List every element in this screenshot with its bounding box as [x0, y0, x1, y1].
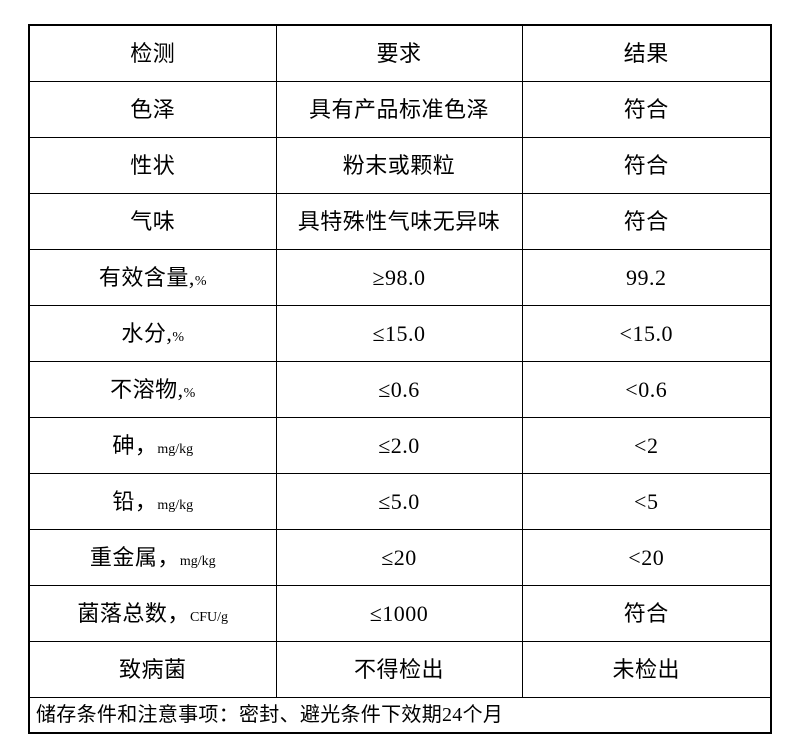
table-row: 重金属，mg/kg ≤20 <20 — [28, 529, 772, 586]
item-label: 性状 — [130, 152, 176, 178]
specification-table: 检测 要求 结果 色泽 具有产品标准色泽 符合 性状 粉末或颗粒 符合 气味 具… — [28, 24, 772, 734]
item-label: 菌落总数， — [77, 600, 190, 626]
cell-item: 致病菌 — [28, 641, 277, 698]
table-header-row: 检测 要求 结果 — [28, 24, 772, 82]
cell-result: 符合 — [521, 137, 772, 194]
table-row: 色泽 具有产品标准色泽 符合 — [28, 81, 772, 138]
cell-item: 色泽 — [28, 81, 277, 138]
item-unit: % — [172, 329, 185, 345]
item-label: 色泽 — [130, 96, 176, 122]
item-unit: % — [183, 385, 196, 401]
cell-result: <2 — [521, 417, 772, 474]
cell-requirement: 粉末或颗粒 — [275, 137, 523, 194]
item-label: 水分, — [121, 320, 173, 346]
cell-result: 未检出 — [521, 641, 772, 698]
item-label: 气味 — [130, 208, 176, 234]
table-row: 性状 粉末或颗粒 符合 — [28, 137, 772, 194]
table-row: 菌落总数，CFU/g ≤1000 符合 — [28, 585, 772, 642]
cell-requirement: 具特殊性气味无异味 — [275, 193, 523, 250]
item-unit: % — [194, 273, 207, 289]
item-label: 致病菌 — [118, 656, 187, 682]
column-header-requirement: 要求 — [275, 24, 523, 82]
cell-requirement: 具有产品标准色泽 — [275, 81, 523, 138]
cell-requirement: ≤15.0 — [275, 305, 523, 362]
item-label: 重金属， — [89, 544, 180, 570]
cell-result: <0.6 — [521, 361, 772, 418]
cell-item: 重金属，mg/kg — [28, 529, 277, 586]
table-row: 有效含量,% ≥98.0 99.2 — [28, 249, 772, 306]
cell-item: 砷，mg/kg — [28, 417, 277, 474]
column-header-item: 检测 — [28, 24, 277, 82]
cell-item: 有效含量,% — [28, 249, 277, 306]
table-footer-row: 储存条件和注意事项：密封、避光条件下效期24个月 — [28, 697, 772, 734]
cell-requirement: ≤20 — [275, 529, 523, 586]
table-row: 致病菌 不得检出 未检出 — [28, 641, 772, 698]
cell-result: 符合 — [521, 585, 772, 642]
cell-item: 菌落总数，CFU/g — [28, 585, 277, 642]
item-label: 不溶物, — [110, 376, 184, 402]
item-unit: mg/kg — [157, 441, 194, 457]
cell-requirement: ≤0.6 — [275, 361, 523, 418]
table-row: 水分,% ≤15.0 <15.0 — [28, 305, 772, 362]
cell-result: 99.2 — [521, 249, 772, 306]
item-unit: mg/kg — [157, 497, 194, 513]
cell-requirement: 不得检出 — [275, 641, 523, 698]
table-row: 铅，mg/kg ≤5.0 <5 — [28, 473, 772, 530]
item-unit: mg/kg — [179, 553, 216, 569]
table-row: 不溶物,% ≤0.6 <0.6 — [28, 361, 772, 418]
item-label: 铅， — [112, 488, 158, 514]
cell-requirement: ≤5.0 — [275, 473, 523, 530]
cell-result: 符合 — [521, 193, 772, 250]
table-body: 检测 要求 结果 色泽 具有产品标准色泽 符合 性状 粉末或颗粒 符合 气味 具… — [28, 24, 772, 734]
table-row: 气味 具特殊性气味无异味 符合 — [28, 193, 772, 250]
cell-requirement: ≤2.0 — [275, 417, 523, 474]
cell-item: 气味 — [28, 193, 277, 250]
table-row: 砷，mg/kg ≤2.0 <2 — [28, 417, 772, 474]
cell-item: 性状 — [28, 137, 277, 194]
cell-item: 不溶物,% — [28, 361, 277, 418]
item-unit: CFU/g — [189, 609, 229, 625]
cell-result: <20 — [521, 529, 772, 586]
cell-requirement: ≤1000 — [275, 585, 523, 642]
column-header-result: 结果 — [521, 24, 772, 82]
cell-requirement: ≥98.0 — [275, 249, 523, 306]
cell-result: 符合 — [521, 81, 772, 138]
cell-result: <15.0 — [521, 305, 772, 362]
item-label: 砷， — [112, 432, 158, 458]
cell-item: 水分,% — [28, 305, 277, 362]
cell-result: <5 — [521, 473, 772, 530]
cell-item: 铅，mg/kg — [28, 473, 277, 530]
storage-note: 储存条件和注意事项：密封、避光条件下效期24个月 — [28, 697, 772, 734]
item-label: 有效含量, — [98, 264, 195, 290]
